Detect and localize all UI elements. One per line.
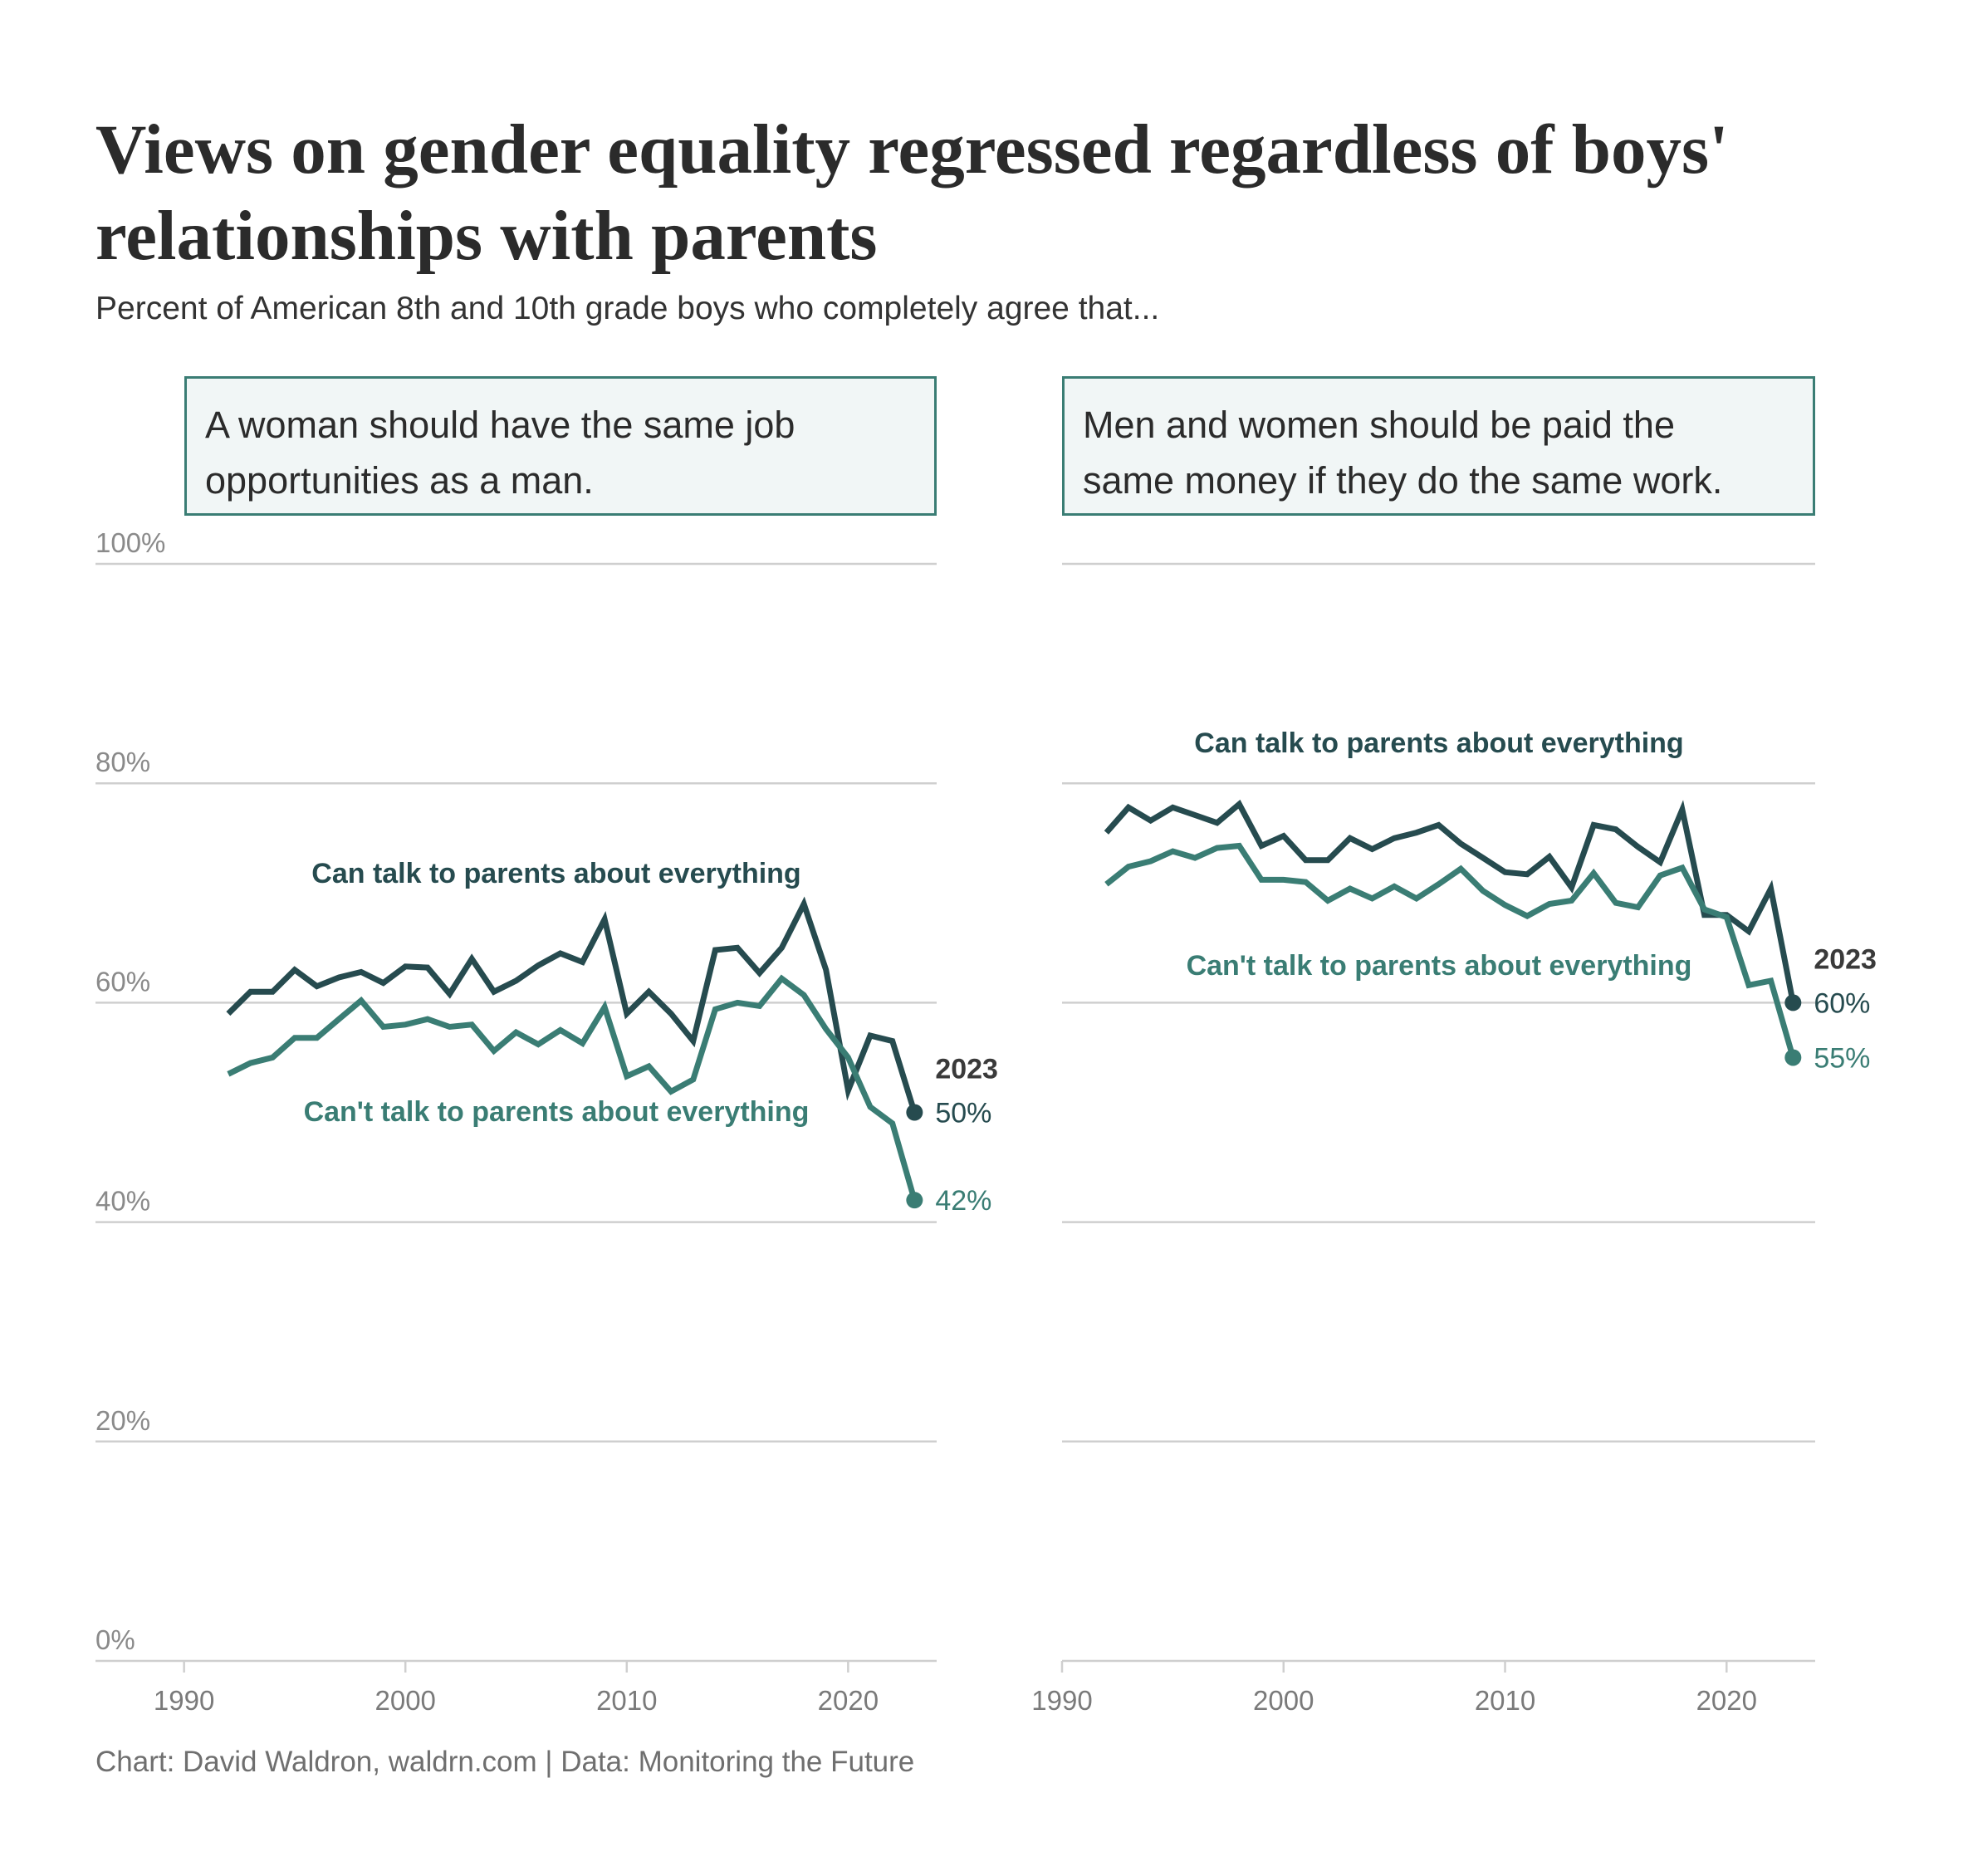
panel-1-title-box: A woman should have the same job opportu…: [184, 376, 937, 516]
end-point-can_talk: [1784, 994, 1802, 1011]
series-line-can_talk: [1104, 799, 1796, 1004]
end-point-cant_talk: [906, 1192, 923, 1209]
end-year-label: 2023: [1814, 943, 1877, 975]
end-point-cant_talk: [1784, 1049, 1802, 1066]
end-point-can_talk: [906, 1104, 923, 1121]
x-tick-label: 2010: [1475, 1685, 1535, 1716]
end-value-label-can_talk: 50%: [935, 1098, 991, 1129]
series-label-can_talk: Can talk to parents about everything: [1194, 727, 1683, 759]
end-year-label: 2023: [935, 1054, 998, 1085]
series-label-cant_talk: Can't talk to parents about everything: [1187, 950, 1692, 982]
series-line-cant_talk: [227, 974, 918, 1202]
series-label-cant_talk: Can't talk to parents about everything: [304, 1096, 810, 1128]
y-tick-label: 100%: [95, 527, 165, 558]
end-value-label-cant_talk: 55%: [1814, 1042, 1870, 1074]
panel-1-title-line-1: A woman should have the same job: [205, 404, 795, 446]
series-line-can_talk: [226, 896, 918, 1114]
x-tick-label: 2020: [818, 1685, 879, 1716]
series-line-cant_talk: [1104, 842, 1796, 1059]
panel-2-title-box: Men and women should be paid the same mo…: [1062, 376, 1815, 516]
chart-title: Views on gender equality regressed regar…: [95, 110, 1729, 275]
panel-1-title-line-2: opportunities as a man.: [205, 459, 594, 502]
end-value-label-cant_talk: 42%: [935, 1185, 991, 1217]
x-tick-label: 2010: [596, 1685, 657, 1716]
end-value-label-can_talk: 60%: [1814, 987, 1870, 1019]
panel-2-title-line-1: Men and women should be paid the: [1083, 404, 1675, 446]
y-tick-label: 40%: [95, 1186, 150, 1217]
y-tick-label: 60%: [95, 966, 150, 997]
series-label-can_talk: Can talk to parents about everything: [311, 858, 800, 889]
x-tick-label: 2000: [374, 1685, 435, 1716]
chart-caption: Chart: David Waldron, waldrn.com | Data:…: [95, 1746, 915, 1778]
y-tick-label: 20%: [95, 1405, 150, 1436]
x-tick-label: 2000: [1253, 1685, 1314, 1716]
chart-subtitle: Percent of American 8th and 10th grade b…: [95, 291, 1160, 326]
y-tick-label: 80%: [95, 747, 150, 777]
x-tick-label: 2020: [1696, 1685, 1757, 1716]
panel-2-title-line-2: same money if they do the same work.: [1083, 459, 1723, 502]
x-tick-label: 1990: [1031, 1685, 1092, 1716]
y-tick-label: 0%: [95, 1624, 135, 1655]
x-tick-label: 1990: [154, 1685, 214, 1716]
